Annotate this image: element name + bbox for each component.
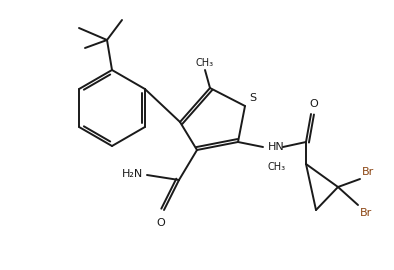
Text: S: S (249, 93, 256, 103)
Text: O: O (310, 99, 318, 109)
Text: H₂N: H₂N (122, 169, 143, 179)
Text: O: O (157, 218, 165, 228)
Text: CH₃: CH₃ (196, 58, 214, 68)
Text: Br: Br (362, 167, 374, 177)
Text: HN: HN (268, 142, 285, 152)
Text: CH₃: CH₃ (268, 162, 286, 172)
Text: Br: Br (360, 208, 372, 218)
